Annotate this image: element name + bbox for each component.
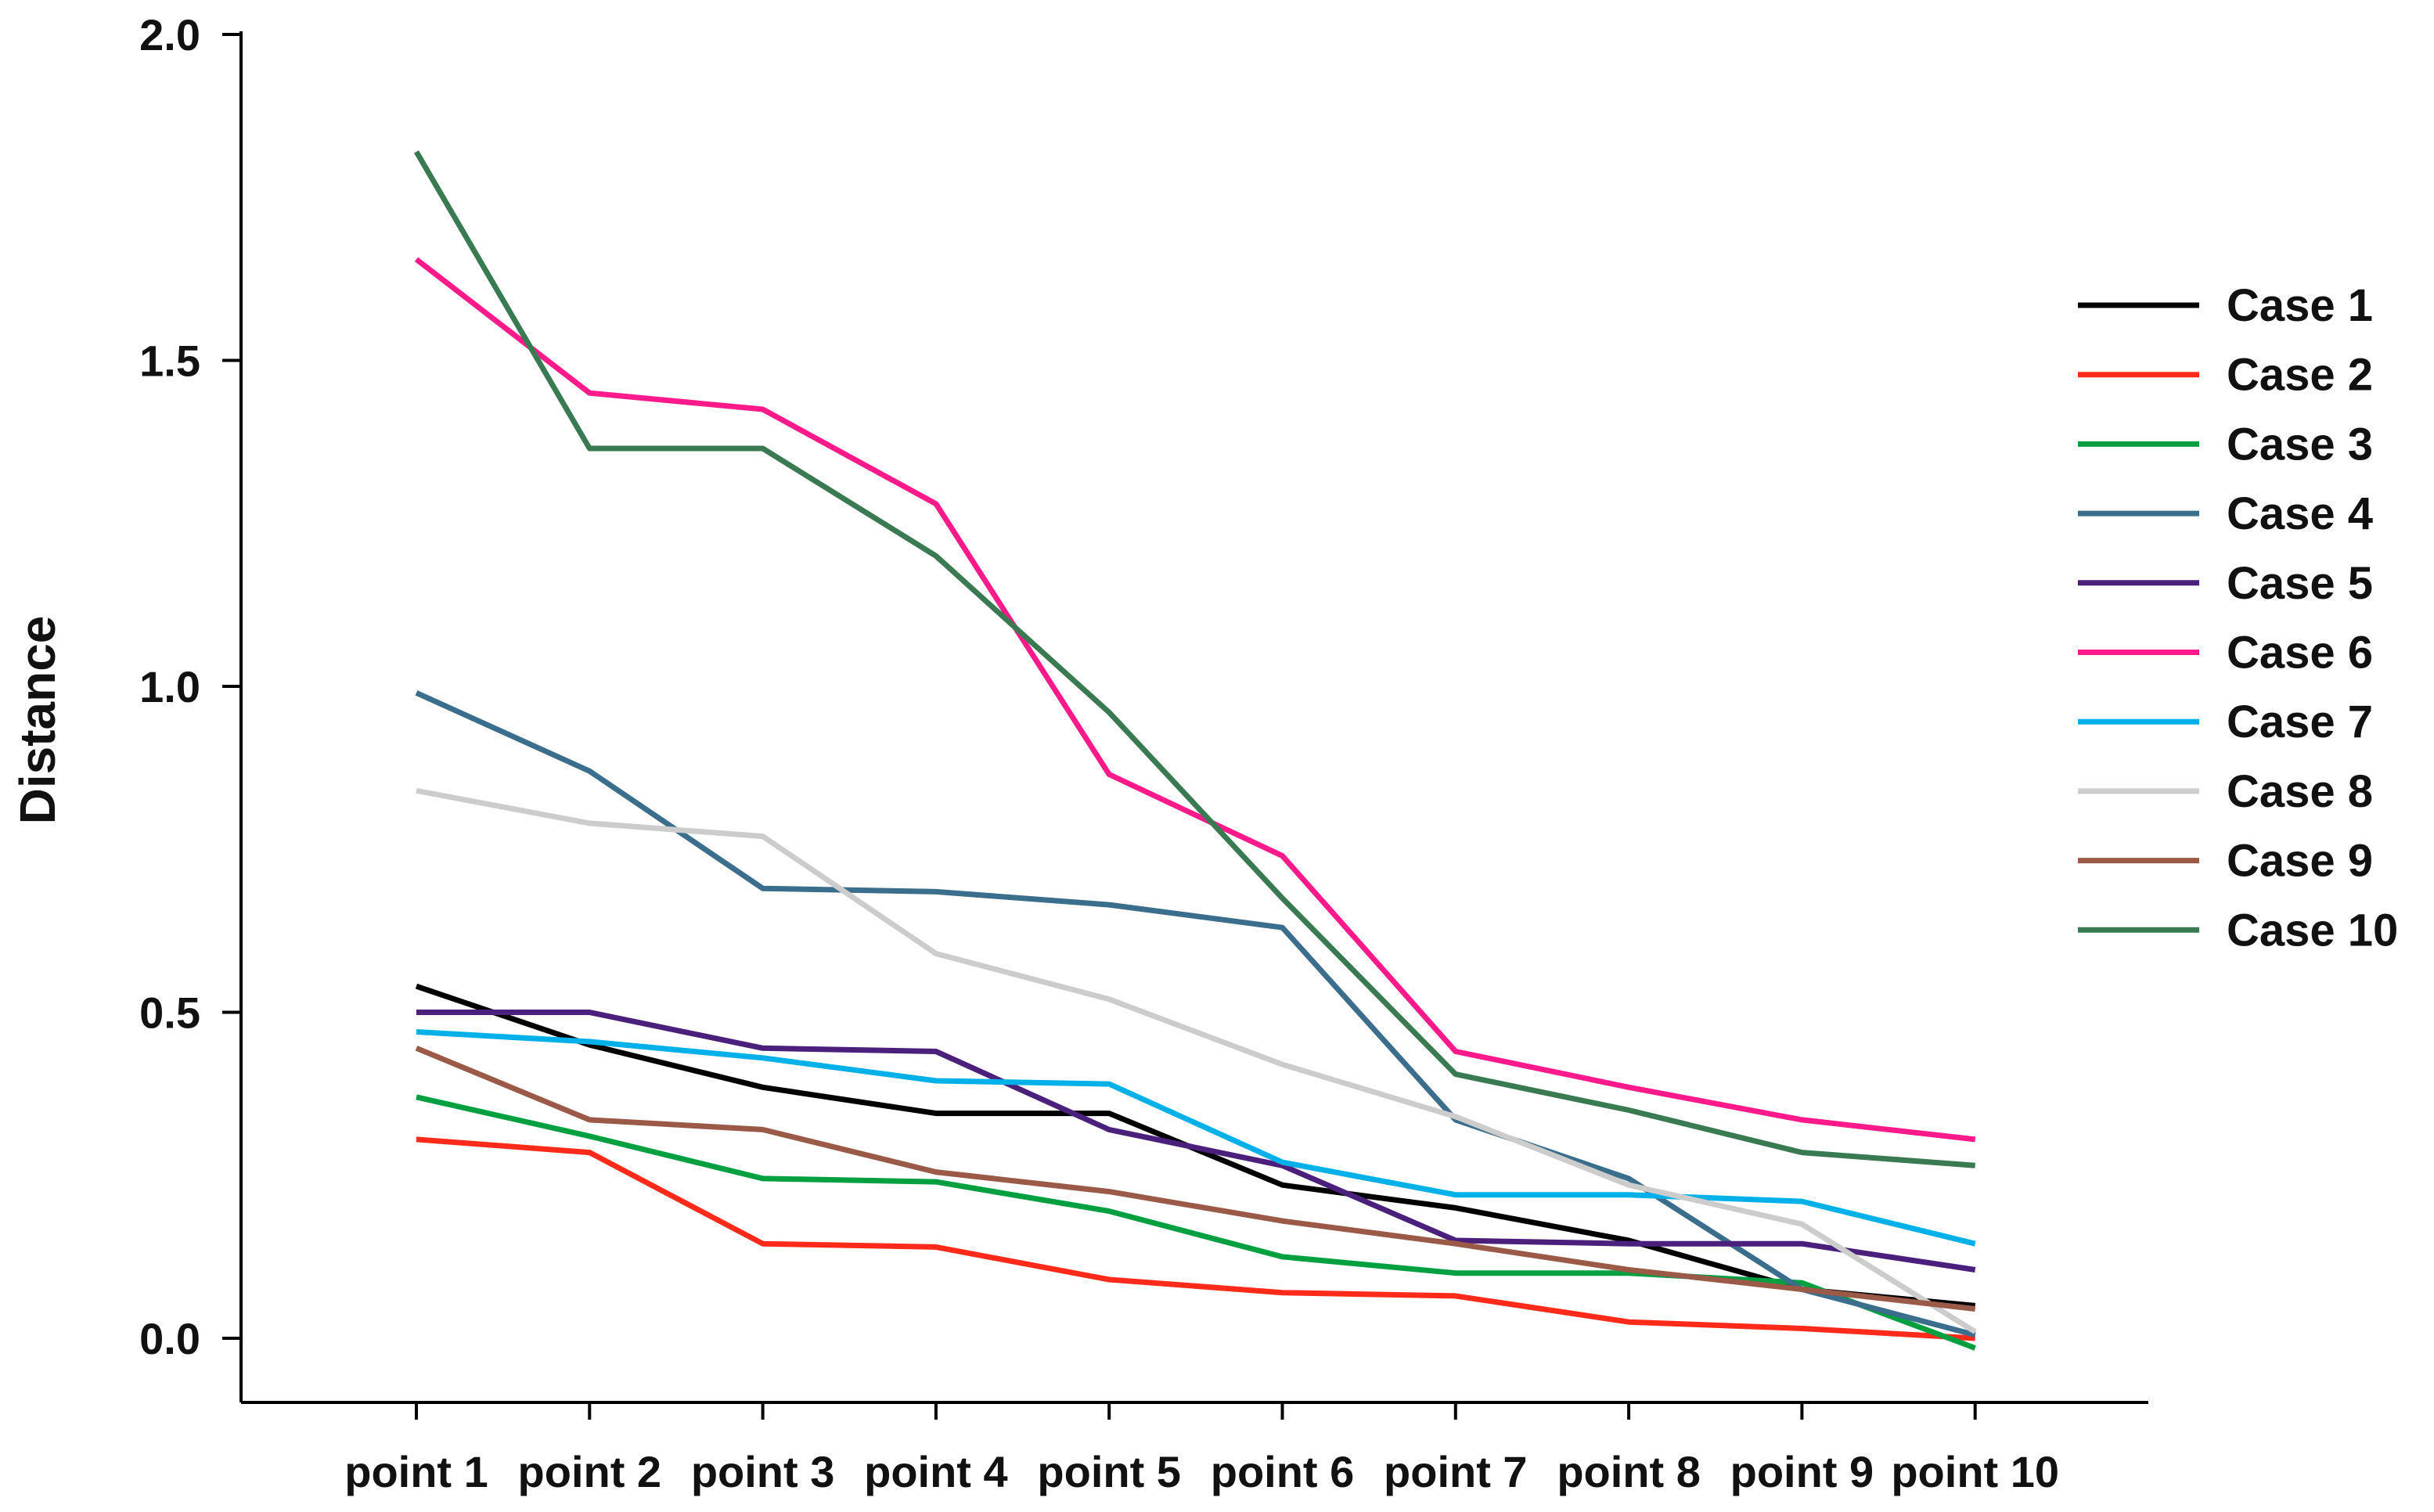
x-axis: point 1 point 2 point 3 point 4 point 5 point… xyxy=(241,1401,2148,1496)
series-line-case-4 xyxy=(415,690,1976,1338)
y-tick-label: 1.5 xyxy=(139,337,200,386)
legend-label-case-1: Case 1 xyxy=(2227,280,2373,331)
y-tick-label: 0.5 xyxy=(139,988,200,1038)
series-line-case-9 xyxy=(415,1046,1976,1312)
x-tick-label: point 9 xyxy=(1730,1447,1874,1496)
y-axis-title: Distance xyxy=(9,616,66,825)
legend-label-case-9: Case 9 xyxy=(2227,836,2373,887)
x-tick-label: point 1 xyxy=(344,1447,488,1496)
x-tick-label: point 2 xyxy=(518,1447,662,1496)
legend-label-case-5: Case 5 xyxy=(2227,558,2373,609)
x-tick-label: point 5 xyxy=(1037,1447,1181,1496)
legend-label-case-4: Case 4 xyxy=(2227,488,2373,539)
x-tick-label: point 4 xyxy=(864,1447,1008,1496)
legend-label-case-6: Case 6 xyxy=(2227,628,2373,679)
series-line-case-7 xyxy=(416,1029,1976,1247)
y-tick-label: 1.0 xyxy=(139,662,200,711)
series-line-case-2 xyxy=(416,1136,1975,1341)
legend: Case 1 Case 2 Case 3 Case 4 Case 5 Case 6 Case… xyxy=(2078,280,2398,956)
x-tick-label: point 10 xyxy=(1891,1447,2059,1496)
legend-label-case-3: Case 3 xyxy=(2227,419,2373,470)
series-line-case-6 xyxy=(414,257,1976,1143)
legend-label-case-7: Case 7 xyxy=(2227,697,2373,747)
legend-label-case-8: Case 8 xyxy=(2227,766,2373,817)
plot-area xyxy=(413,150,1977,1351)
y-tick-label: 2.0 xyxy=(139,10,200,59)
y-tick-label: 0.0 xyxy=(139,1314,200,1363)
x-tick-label: point 8 xyxy=(1557,1447,1701,1496)
legend-label-case-10: Case 10 xyxy=(2227,905,2398,956)
series-line-case-8 xyxy=(416,787,1977,1334)
y-axis: 2.0 1.5 1.0 0.5 0.0 xyxy=(139,10,243,1402)
legend-label-case-2: Case 2 xyxy=(2227,350,2373,401)
series-line-case-5 xyxy=(416,1010,1976,1273)
x-tick-label: point 6 xyxy=(1211,1447,1355,1496)
series-line-case-10 xyxy=(413,150,1975,1168)
x-tick-label: point 7 xyxy=(1384,1447,1528,1496)
x-tick-label: point 3 xyxy=(691,1447,835,1496)
series-line-case-3 xyxy=(416,1094,1976,1351)
